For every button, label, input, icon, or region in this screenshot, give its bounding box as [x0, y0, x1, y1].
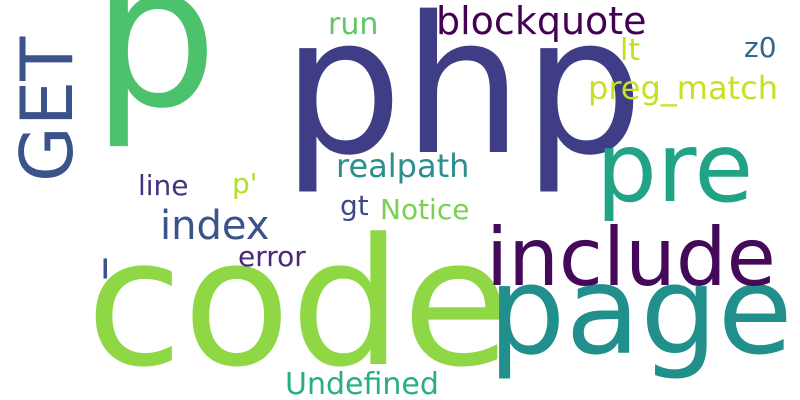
- word-z0: z0: [744, 31, 777, 64]
- word-gt: gt: [340, 189, 369, 222]
- word-blockquote: blockquote: [436, 0, 647, 43]
- word-notice: Notice: [380, 193, 470, 226]
- word-preg-match: preg_match: [588, 69, 778, 107]
- word-include: include: [486, 211, 776, 304]
- word-line: line: [138, 169, 189, 202]
- word-p: p: [92, 0, 218, 152]
- word-code: code: [86, 201, 511, 400]
- word-page: page: [488, 240, 793, 382]
- word-dash: –: [73, 256, 131, 281]
- word-pre: pre: [596, 112, 754, 224]
- word-run: run: [328, 7, 379, 42]
- word-realpath: realpath: [336, 147, 470, 185]
- word-get: GET: [5, 36, 89, 182]
- word-index: index: [160, 203, 270, 249]
- word-p-quote: p': [232, 167, 258, 200]
- word-error: error: [238, 240, 306, 273]
- word-php: php: [282, 0, 644, 197]
- word-lt: lt: [620, 33, 641, 68]
- word-undefined: Undefined: [285, 367, 439, 400]
